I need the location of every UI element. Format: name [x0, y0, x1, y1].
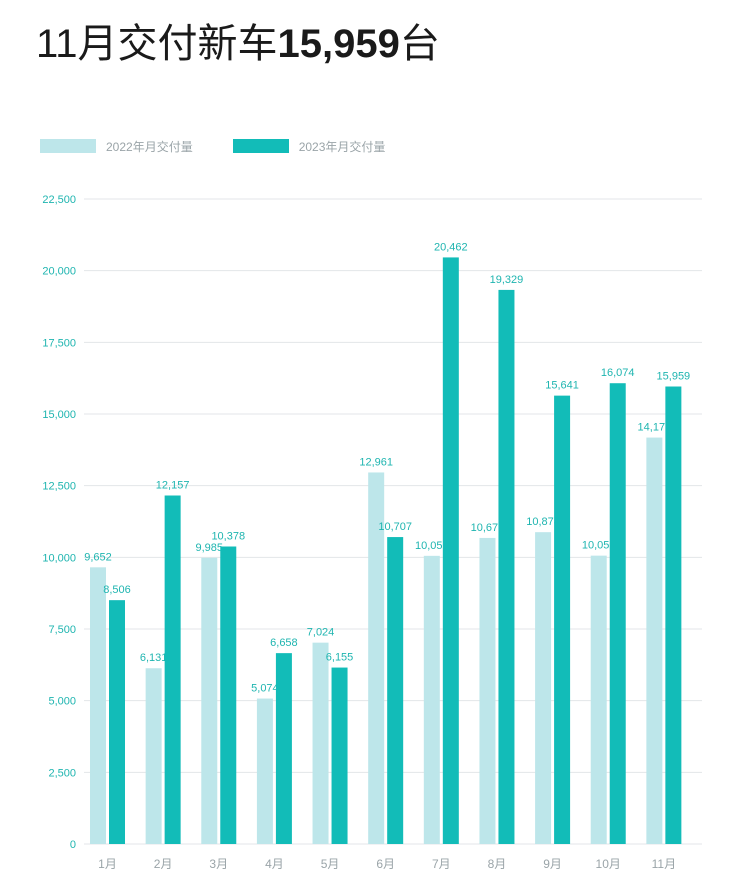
bar-2022 [535, 532, 552, 844]
legend-swatch-2023 [232, 139, 289, 153]
y-tick-label: 12,500 [42, 481, 76, 493]
bar-2022 [256, 698, 273, 844]
data-label-2022: 5,074 [251, 683, 279, 695]
bar-2022 [312, 642, 329, 844]
y-tick-label: 2,500 [48, 767, 76, 779]
bar-2023 [665, 386, 682, 844]
chart-legend: 2022年月交付量 2023年月交付量 [40, 136, 425, 156]
data-label-2023: 20,462 [434, 241, 468, 253]
data-label-2023: 15,959 [657, 371, 691, 383]
page-title: 11月交付新车15,959台 [36, 14, 440, 74]
bar-2022 [90, 567, 106, 844]
legend-item-2022: 2022年月交付量 [40, 138, 193, 155]
y-tick-label: 20,000 [42, 266, 76, 278]
bar-2023 [609, 383, 626, 844]
x-tick-label: 9月 [543, 857, 562, 871]
data-label-2023: 16,074 [601, 367, 635, 379]
y-tick-label: 22,500 [42, 194, 76, 206]
bar-2023 [109, 600, 125, 844]
bar-2022 [145, 668, 162, 844]
data-label-2022: 7,024 [307, 627, 335, 639]
y-tick-label: 5,000 [48, 696, 76, 708]
bar-2023 [387, 537, 404, 844]
x-tick-label: 7月 [432, 857, 451, 871]
bar-2022 [646, 437, 663, 844]
bar-2022 [423, 555, 440, 844]
data-label-2022: 10,878 [526, 516, 560, 528]
data-label-2023: 10,707 [378, 521, 412, 533]
data-label-2023: 15,641 [545, 380, 579, 392]
x-tick-label: 6月 [376, 857, 395, 871]
data-label-2022: 10,677 [471, 522, 505, 534]
data-label-2022: 14,178 [638, 422, 672, 434]
data-label-2022: 6,131 [140, 652, 168, 664]
x-tick-label: 2月 [154, 857, 173, 871]
x-tick-label: 4月 [265, 857, 284, 871]
data-label-2022: 12,961 [359, 456, 393, 468]
data-label-2023: 12,157 [156, 479, 190, 491]
bar-2022 [368, 472, 385, 844]
bar-2023 [498, 289, 515, 845]
data-label-2023: 10,378 [211, 530, 245, 542]
title-number: 15,959 [277, 22, 400, 66]
x-tick-label: 5月 [321, 857, 340, 871]
x-tick-label: 3月 [209, 857, 228, 871]
title-suffix: 台 [399, 22, 440, 66]
y-tick-label: 10,000 [42, 552, 76, 564]
data-label-2023: 19,329 [490, 274, 524, 286]
bar-2023 [554, 395, 571, 844]
data-label-2022: 9,985 [196, 542, 224, 554]
legend-label-2023: 2023年月交付量 [298, 139, 386, 154]
bar-2023 [164, 495, 181, 844]
legend-label-2022: 2022年月交付量 [106, 139, 193, 154]
bar-2022 [479, 537, 496, 844]
title-prefix: 11月交付新车 [36, 22, 278, 66]
x-tick-label: 8月 [488, 857, 507, 871]
data-label-2023: 8,506 [103, 584, 131, 596]
y-tick-label: 0 [70, 839, 76, 851]
data-label-2022: 9,652 [84, 551, 112, 563]
legend-swatch-2022 [40, 139, 96, 153]
x-tick-label: 11月 [652, 857, 676, 871]
bar-2023 [331, 667, 348, 844]
bar-2022 [201, 557, 218, 844]
data-label-2023: 6,658 [270, 637, 298, 649]
data-label-2022: 10,059 [582, 540, 616, 552]
data-label-2023: 6,155 [326, 652, 354, 664]
data-label-2022: 10,052 [415, 540, 449, 552]
x-tick-label: 10月 [596, 857, 621, 871]
x-tick-label: 1月 [98, 857, 117, 871]
y-tick-label: 7,500 [48, 624, 76, 636]
bar-2022 [590, 555, 607, 844]
bar-2023 [442, 257, 459, 844]
y-tick-label: 17,500 [42, 337, 76, 349]
y-tick-label: 15,000 [42, 409, 76, 421]
bar-2023 [275, 653, 292, 844]
bar-2023 [220, 546, 237, 844]
legend-item-2023: 2023年月交付量 [232, 138, 386, 155]
